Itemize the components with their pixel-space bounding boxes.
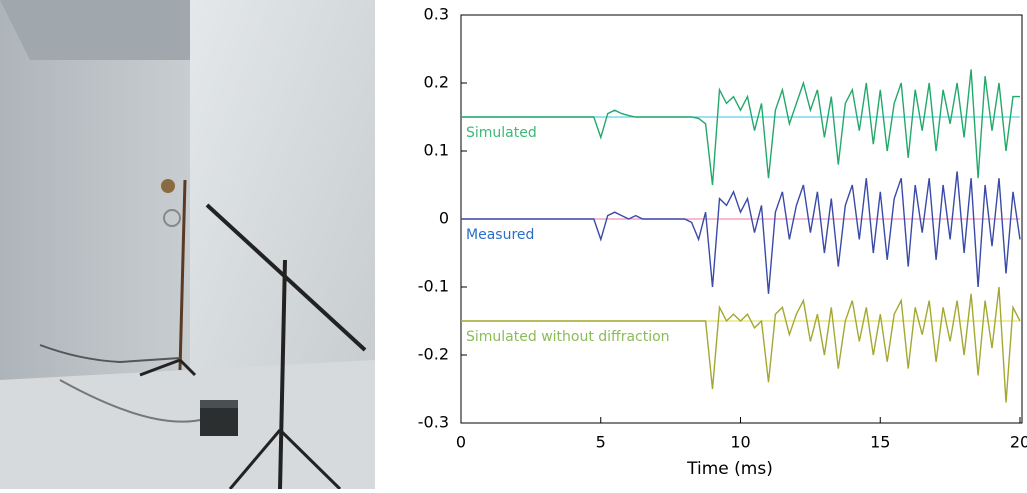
series-label: Measured (466, 227, 534, 243)
x-tick-label: 20 (1010, 433, 1027, 452)
y-tick-label: -0.3 (418, 413, 449, 432)
y-tick-label: -0.2 (418, 345, 449, 364)
series-label: Simulated (466, 125, 537, 141)
x-tick-label: 0 (456, 433, 466, 452)
x-tick-label: 5 (596, 433, 606, 452)
y-tick-label: 0.1 (424, 141, 449, 160)
y-tick-label: 0.2 (424, 73, 449, 92)
x-axis-label: Time (ms) (686, 459, 773, 479)
series-label: Simulated without diffraction (466, 329, 670, 345)
series-line (461, 171, 1021, 294)
series-line (461, 69, 1020, 186)
photo (0, 0, 375, 491)
series-line (461, 286, 1021, 403)
y-tick-label: 0 (439, 209, 449, 228)
x-tick-label: 10 (730, 433, 750, 452)
y-tick-label: 0.3 (424, 5, 449, 24)
y-tick-label: -0.1 (418, 277, 449, 296)
x-tick-label: 15 (870, 433, 890, 452)
